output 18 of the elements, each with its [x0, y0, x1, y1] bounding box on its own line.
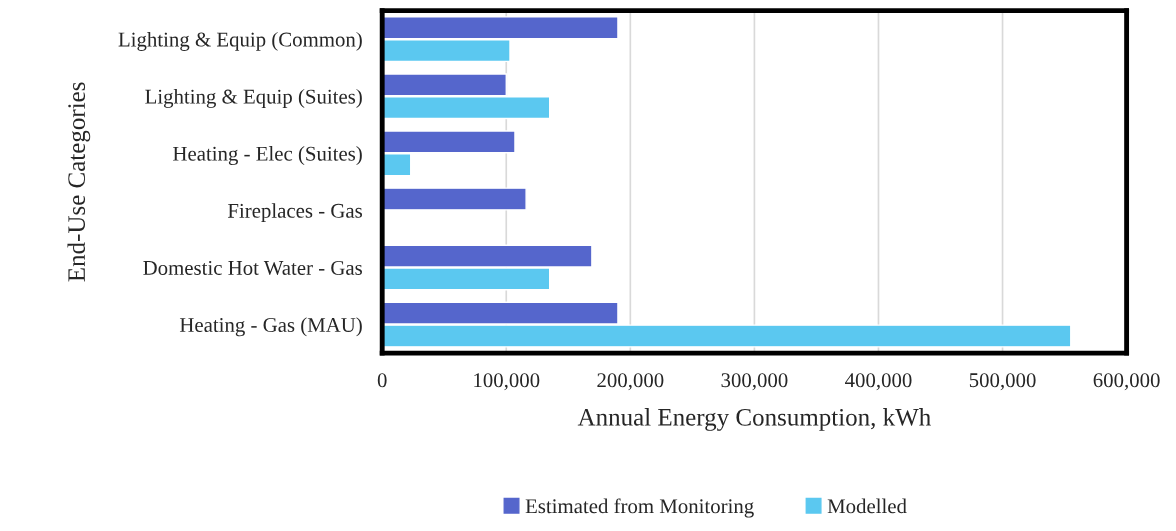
x-tick-label: 500,000 [969, 373, 1036, 391]
x-tick-label: 400,000 [845, 373, 912, 391]
y-tick-label: Lighting & Equip (Common) [118, 31, 362, 51]
y-tick-label: Domestic Hot Water - Gas [143, 260, 362, 276]
y-axis-title: End-Use Categories [67, 82, 91, 282]
legend-label: Modelled [827, 498, 907, 514]
bar [382, 187, 527, 211]
x-axis-title: Annual Energy Consumption, kWh [577, 408, 931, 431]
y-tick-label: Heating - Gas (MAU) [179, 317, 362, 337]
x-tick-label: 200,000 [597, 373, 664, 391]
x-tick-label: 100,000 [474, 373, 540, 391]
legend-label: Estimated from Monitoring [525, 498, 754, 518]
y-tick-label: Fireplaces - Gas [227, 203, 362, 223]
y-tick-label: Lighting & Equip (Suites) [145, 89, 362, 108]
x-tick-label: 600,000 [1093, 373, 1160, 391]
y-tick-label: Heating - Elec (Suites) [173, 146, 362, 166]
x-tick-label: 300,000 [721, 373, 788, 391]
x-tick-label: 0 [377, 373, 387, 388]
